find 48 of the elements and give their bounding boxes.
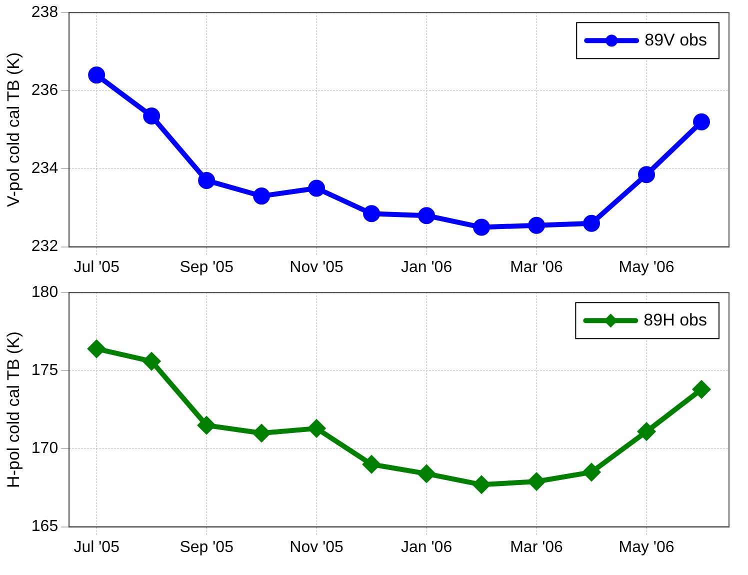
- y-tick-label: 232: [31, 238, 58, 256]
- x-tick-label: Nov '05: [290, 258, 344, 276]
- point: [308, 180, 326, 197]
- point: [253, 424, 270, 442]
- point: [253, 188, 270, 205]
- point: [143, 352, 160, 370]
- x-tick-label: Jul '05: [74, 258, 120, 276]
- y-tick-label: 234: [31, 160, 58, 178]
- x-tick-label: Jul '05: [74, 538, 120, 556]
- point: [88, 66, 106, 84]
- x-tick-label: Mar '06: [510, 538, 564, 556]
- y-tick-label: 165: [31, 518, 58, 536]
- x-tick-label: Sep '05: [180, 538, 234, 556]
- point: [693, 380, 710, 398]
- point: [198, 416, 216, 434]
- y-tick-label: 180: [31, 284, 58, 302]
- point: [363, 456, 380, 473]
- x-tick-label: Mar '06: [510, 258, 564, 276]
- y-tick-label: 238: [31, 4, 58, 22]
- x-tick-label: May '06: [618, 258, 674, 276]
- y-tick-label: 175: [31, 362, 58, 380]
- x-tick-label: May '06: [618, 538, 674, 556]
- point: [308, 420, 326, 437]
- legend-label: 89H obs: [644, 310, 708, 330]
- y-tick-label: 170: [31, 440, 58, 458]
- point: [638, 423, 656, 440]
- point: [198, 172, 216, 189]
- point: [638, 166, 656, 184]
- x-tick-label: Sep '05: [180, 258, 234, 276]
- point: [473, 476, 490, 494]
- point: [528, 473, 546, 490]
- point: [418, 465, 436, 482]
- point: [363, 205, 380, 222]
- point: [693, 113, 710, 130]
- point: [88, 340, 106, 358]
- point: [583, 464, 600, 481]
- y-axis-title: V-pol cold cal TB (K): [4, 52, 23, 208]
- point: [143, 108, 160, 125]
- y-axis-title: H-pol cold cal TB (K): [4, 331, 23, 488]
- x-tick-label: Nov '05: [290, 538, 344, 556]
- point: [418, 207, 436, 224]
- point: [528, 216, 546, 234]
- point: [583, 214, 600, 232]
- point: [473, 218, 490, 236]
- x-tick-label: Jan '06: [400, 258, 452, 276]
- x-tick-label: Jan '06: [400, 538, 452, 556]
- legend-label: 89V obs: [644, 30, 708, 50]
- y-tick-label: 236: [31, 82, 58, 100]
